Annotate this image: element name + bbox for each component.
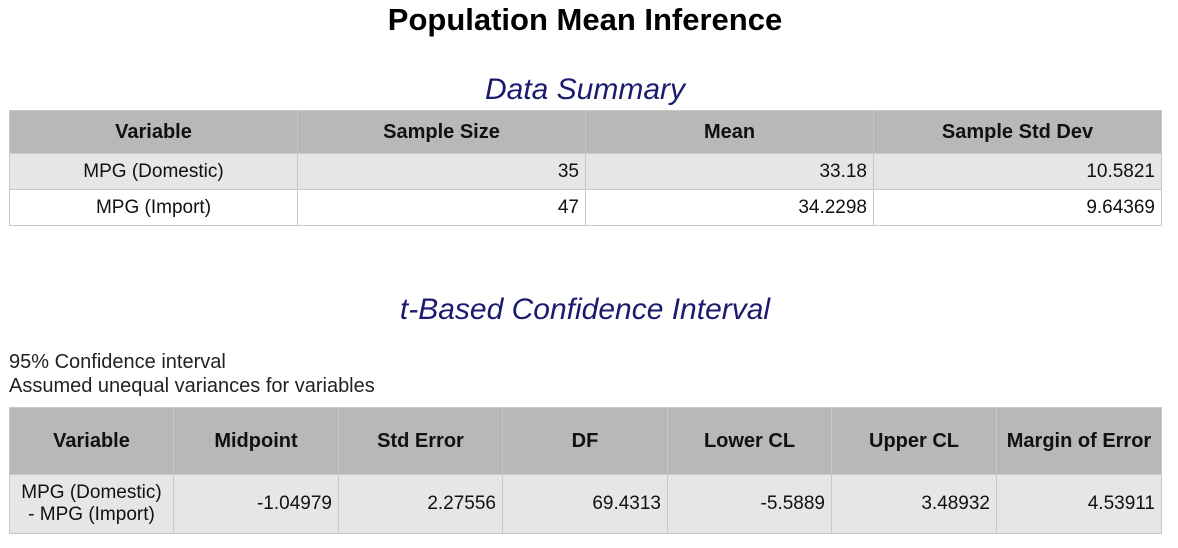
cell-variable-line-2: - MPG (Import) <box>28 504 155 525</box>
column-header-std-error: Std Error <box>338 407 503 475</box>
table-row: MPG (Domestic) 35 33.18 10.5821 <box>9 153 1162 190</box>
table-row: MPG (Domestic) - MPG (Import) -1.04979 2… <box>9 474 1162 534</box>
column-header-mean: Mean <box>585 110 874 154</box>
column-header-upper-cl: Upper CL <box>831 407 997 475</box>
column-header-midpoint: Midpoint <box>173 407 339 475</box>
cell-variable-line-1: MPG (Domestic) <box>21 482 162 503</box>
table-header-row: Variable Sample Size Mean Sample Std Dev <box>9 110 1162 154</box>
data-summary-title: Data Summary <box>484 73 686 106</box>
confidence-interval-title: t-Based Confidence Interval <box>399 293 771 326</box>
cell-mean: 34.2298 <box>585 189 874 226</box>
column-header-sample-std-dev: Sample Std Dev <box>873 110 1162 154</box>
cell-sample-size: 35 <box>297 153 586 190</box>
page-title: Population Mean Inference <box>387 2 783 37</box>
cell-variable: MPG (Domestic) <box>9 153 298 190</box>
column-header-variable: Variable <box>9 407 174 475</box>
table-header-row: Variable Midpoint Std Error DF Lower CL … <box>9 407 1162 475</box>
confidence-interval-table: Variable Midpoint Std Error DF Lower CL … <box>9 407 1162 534</box>
cell-sample-size: 47 <box>297 189 586 226</box>
column-header-variable: Variable <box>9 110 298 154</box>
cell-std-error: 2.27556 <box>338 474 503 534</box>
cell-variable: MPG (Domestic) - MPG (Import) <box>9 474 174 534</box>
table-row: MPG (Import) 47 34.2298 9.64369 <box>9 189 1162 226</box>
cell-variable: MPG (Import) <box>9 189 298 226</box>
data-summary-table: Variable Sample Size Mean Sample Std Dev… <box>9 110 1162 226</box>
cell-lower-cl: -5.5889 <box>667 474 832 534</box>
cell-std-dev: 10.5821 <box>873 153 1162 190</box>
cell-margin-of-error: 4.53911 <box>996 474 1162 534</box>
variance-assumption-note: Assumed unequal variances for variables <box>9 375 375 397</box>
confidence-level-note: 95% Confidence interval <box>9 351 226 373</box>
column-header-lower-cl: Lower CL <box>667 407 832 475</box>
column-header-df: DF <box>502 407 668 475</box>
cell-df: 69.4313 <box>502 474 668 534</box>
column-header-margin-of-error: Margin of Error <box>996 407 1162 475</box>
cell-std-dev: 9.64369 <box>873 189 1162 226</box>
cell-midpoint: -1.04979 <box>173 474 339 534</box>
cell-upper-cl: 3.48932 <box>831 474 997 534</box>
cell-mean: 33.18 <box>585 153 874 190</box>
column-header-sample-size: Sample Size <box>297 110 586 154</box>
